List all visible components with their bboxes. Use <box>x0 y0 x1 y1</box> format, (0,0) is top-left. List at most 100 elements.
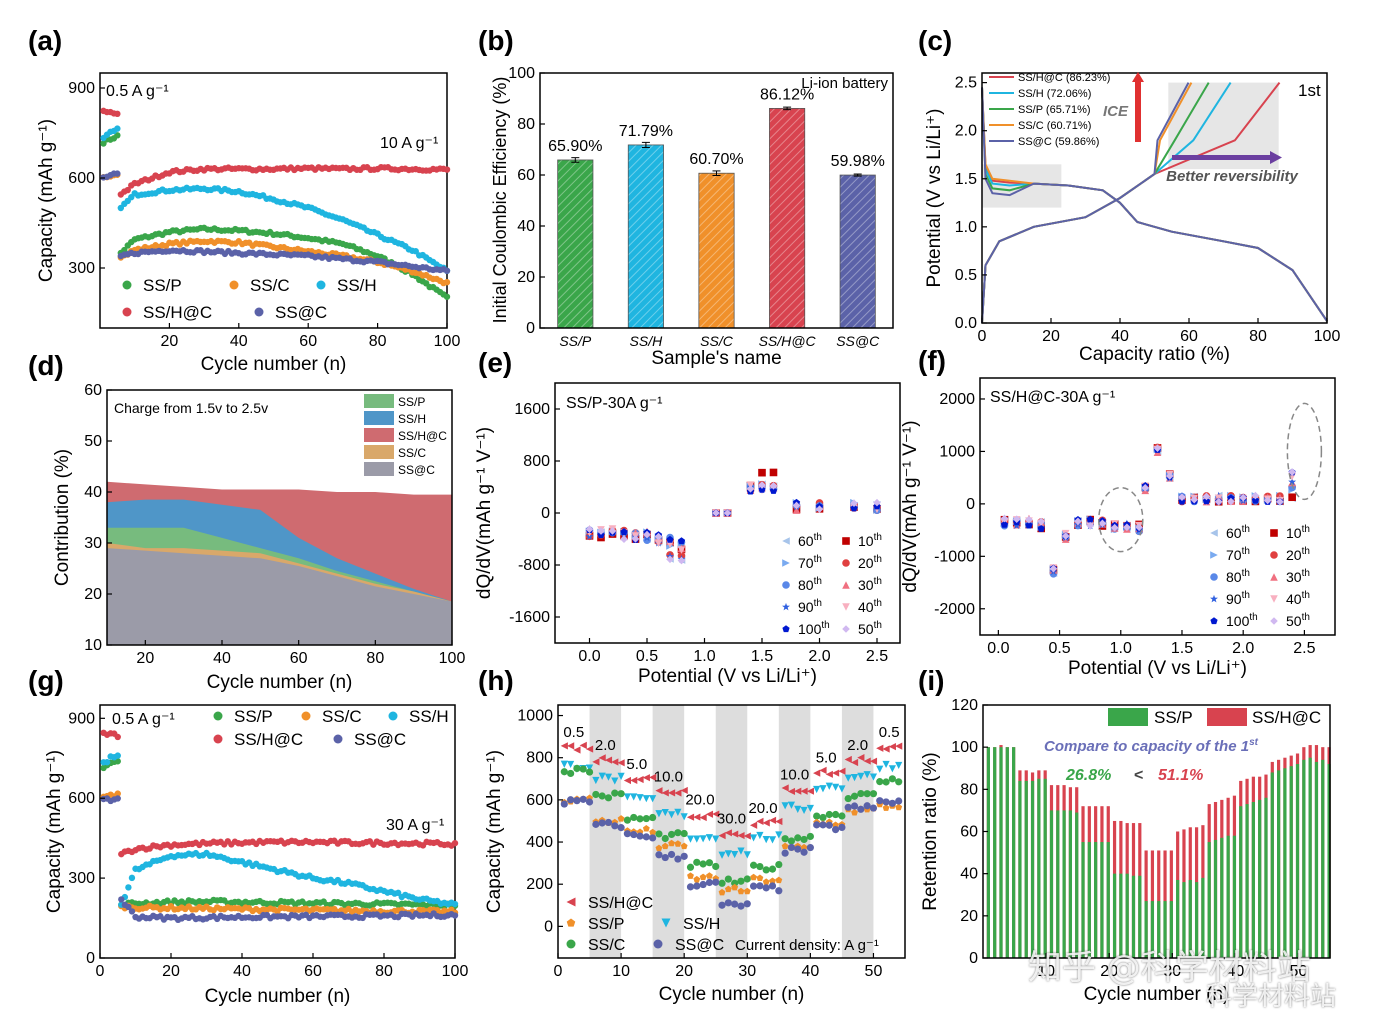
legend-entry: 70th <box>798 554 822 571</box>
data-point <box>598 754 606 762</box>
x-tick-label: 80 <box>375 963 393 980</box>
chart-title: SS/P-30A g⁻¹ <box>566 395 663 412</box>
data-point <box>724 850 732 858</box>
data-point <box>649 773 657 781</box>
panel-f: 0.0 0.5 1.0 1.5 2.0 2.5 -2000 -1000 0 1000 2000 Pot… <box>900 345 1336 679</box>
data-point <box>567 769 575 778</box>
panel-d: 20 40 60 80 100 10 20 30 40 50 60 Cycle number (n) C… <box>28 350 465 693</box>
data-point <box>718 851 726 859</box>
data-point <box>649 828 657 836</box>
data-point <box>787 837 796 845</box>
data-point <box>737 887 745 895</box>
rate-label: 5.0 <box>816 749 837 766</box>
data-point <box>731 883 739 891</box>
data-point <box>585 764 594 772</box>
y-tick-label: 200 <box>526 876 553 893</box>
data-point <box>869 757 878 765</box>
data-point <box>1123 523 1131 532</box>
x-axis-label: Cycle number (n) <box>1084 984 1230 1005</box>
data-point <box>630 813 638 822</box>
bar <box>986 747 990 958</box>
data-point <box>832 810 840 819</box>
x-axis-label: Cycle number (n) <box>201 354 347 375</box>
data-point <box>863 790 871 798</box>
data-point <box>806 843 814 852</box>
data-point <box>686 813 695 821</box>
data-point <box>687 872 694 879</box>
data-point <box>712 835 720 843</box>
legend-entry: 50th <box>858 620 882 637</box>
data-point <box>737 877 745 885</box>
x-tick-label: 80 <box>366 650 384 667</box>
legend-entry: SS/H <box>683 916 720 933</box>
y-tick-label: -800 <box>518 557 550 574</box>
x-tick-label: 2.5 <box>1293 640 1315 657</box>
data-point <box>792 501 801 510</box>
data-point <box>655 851 663 859</box>
data-point <box>680 829 688 838</box>
y-tick-label: 0 <box>966 496 975 513</box>
data-point <box>850 802 859 810</box>
data-point <box>842 625 850 633</box>
data-point <box>667 789 676 797</box>
data-point <box>566 939 576 949</box>
data-point <box>667 830 676 839</box>
data-point <box>655 830 663 838</box>
data-point <box>674 840 682 847</box>
data-point <box>125 884 132 891</box>
x-tick-label: 50 <box>1290 963 1308 980</box>
x-tick-label: 100 <box>434 333 461 350</box>
bar <box>627 144 664 329</box>
data-point <box>114 790 121 797</box>
data-point <box>655 787 663 795</box>
data-point <box>579 765 587 773</box>
y-tick-label: 80 <box>960 781 978 798</box>
data-point <box>693 858 701 866</box>
y-axis-label: dQ/dV(mAh g⁻¹ V⁻¹) <box>900 420 921 592</box>
data-point <box>114 110 121 118</box>
data-point <box>630 776 638 784</box>
data-point <box>655 810 663 818</box>
y-tick-label: 60 <box>517 167 535 184</box>
data-point <box>813 821 821 829</box>
y-tick-label: 0.5 <box>955 267 977 284</box>
data-point <box>642 774 650 782</box>
data-point <box>677 537 686 545</box>
data-point <box>1251 496 1260 504</box>
data-point <box>608 527 617 535</box>
legend-entry: 40th <box>1286 590 1310 607</box>
data-point <box>388 711 398 721</box>
data-point <box>718 832 726 840</box>
panel-label: (e) <box>478 347 512 378</box>
data-point <box>731 879 739 887</box>
data-point <box>782 559 790 567</box>
bar <box>698 172 735 329</box>
bar <box>1169 901 1173 958</box>
data-point <box>213 734 223 744</box>
x-axis-label: Sample's name <box>651 348 781 369</box>
data-point <box>598 792 606 800</box>
data-point <box>737 847 745 855</box>
data-point <box>1202 492 1211 501</box>
panel-label: (c) <box>918 25 952 56</box>
watermark-main: 知乎 @科学材料站 <box>1028 948 1311 988</box>
bar <box>1119 873 1123 958</box>
panel-label: (i) <box>918 665 944 696</box>
y-tick-label: 0 <box>526 320 535 337</box>
data-point <box>1178 493 1186 502</box>
legend-swatch <box>364 411 394 425</box>
data-point <box>850 499 858 507</box>
data-point <box>1025 521 1033 529</box>
data-point <box>1263 496 1272 505</box>
legend-entry: SS/C <box>398 446 426 460</box>
rate-label: 5.0 <box>626 756 647 773</box>
x-tick-label: 0.0 <box>987 640 1009 657</box>
y-axis-label: dQ/dV(mAh g⁻¹ V⁻¹) <box>474 427 495 599</box>
data-point <box>1000 520 1009 528</box>
data-point <box>1288 477 1297 486</box>
data-point <box>620 535 628 544</box>
data-point <box>699 880 707 889</box>
x-tick-label: 100 <box>442 963 469 980</box>
data-point <box>451 839 459 847</box>
data-point <box>769 877 776 885</box>
